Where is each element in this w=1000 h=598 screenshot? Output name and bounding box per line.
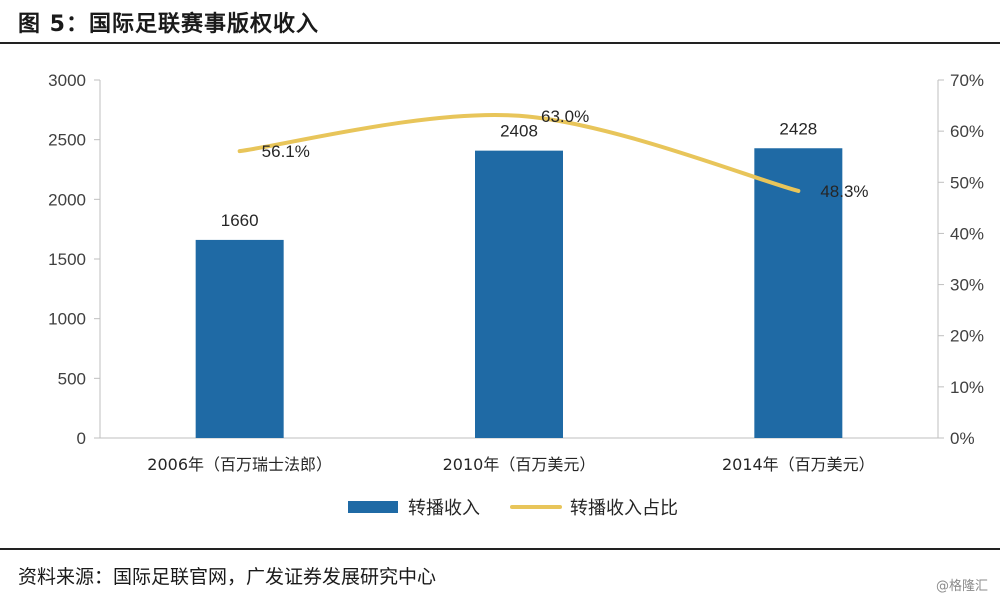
bar-data-label: 2408 [500, 122, 538, 141]
legend-label-line: 转播收入占比 [570, 498, 678, 519]
left-tick-label: 2000 [48, 190, 86, 209]
legend: 转播收入 转播收入占比 [348, 498, 678, 519]
right-axis-ticks: 0% 10% 20% 30% 40% 50% 60% 70% [938, 71, 984, 448]
category-label: 2014年（百万美元） [722, 455, 875, 474]
left-tick-label: 3000 [48, 71, 86, 90]
bar [195, 239, 284, 438]
right-tick-label: 20% [950, 327, 984, 346]
source-note: 资料来源：国际足联官网，广发证券发展研究中心 [18, 566, 437, 588]
right-tick-label: 40% [950, 224, 984, 243]
left-axis-ticks: 0 500 1000 1500 2000 2500 3000 [48, 71, 100, 448]
left-tick-label: 500 [58, 369, 86, 388]
right-tick-label: 30% [950, 276, 984, 295]
line-data-label: 63.0% [541, 107, 589, 126]
legend-label-bar: 转播收入 [408, 498, 480, 519]
right-axis: 0% 10% 20% 30% 40% 50% 60% 70% [937, 71, 984, 448]
left-tick-label: 2500 [48, 131, 86, 150]
legend-swatch-bar [348, 501, 398, 513]
line-data-labels: 56.1% 63.0% 48.3% [262, 107, 869, 201]
category-label: 2006年（百万瑞士法郎） [147, 455, 332, 474]
right-tick-label: 50% [950, 173, 984, 192]
watermark: @格隆汇 [935, 579, 988, 594]
bar-data-label: 2428 [779, 119, 817, 138]
left-tick-label: 1000 [48, 310, 86, 329]
right-tick-label: 60% [950, 122, 984, 141]
left-axis: 0 500 1000 1500 2000 2500 3000 [48, 71, 101, 448]
left-tick-label: 0 [77, 429, 86, 448]
line-data-label: 56.1% [262, 142, 310, 161]
bar-series: 1660 2408 2428 [195, 119, 843, 439]
figure-title: 图 5：国际足联赛事版权收入 [18, 12, 319, 37]
chart: 0 500 1000 1500 2000 2500 3000 0% 10% 20% 30% 40% 5… [48, 71, 984, 519]
right-tick-label: 70% [950, 71, 984, 90]
bar [475, 150, 563, 439]
category-label: 2010年（百万美元） [443, 455, 596, 474]
bar [754, 148, 843, 438]
bottom-rule [0, 548, 1000, 550]
top-rule [0, 42, 1000, 44]
left-tick-label: 1500 [48, 250, 86, 269]
category-labels: 2006年（百万瑞士法郎） 2010年（百万美元） 2014年（百万美元） [147, 455, 874, 474]
right-tick-label: 0% [950, 429, 975, 448]
line-data-label: 48.3% [820, 182, 868, 201]
right-tick-label: 10% [950, 378, 984, 397]
share-line [237, 113, 801, 193]
bar-data-label: 1660 [221, 211, 259, 230]
